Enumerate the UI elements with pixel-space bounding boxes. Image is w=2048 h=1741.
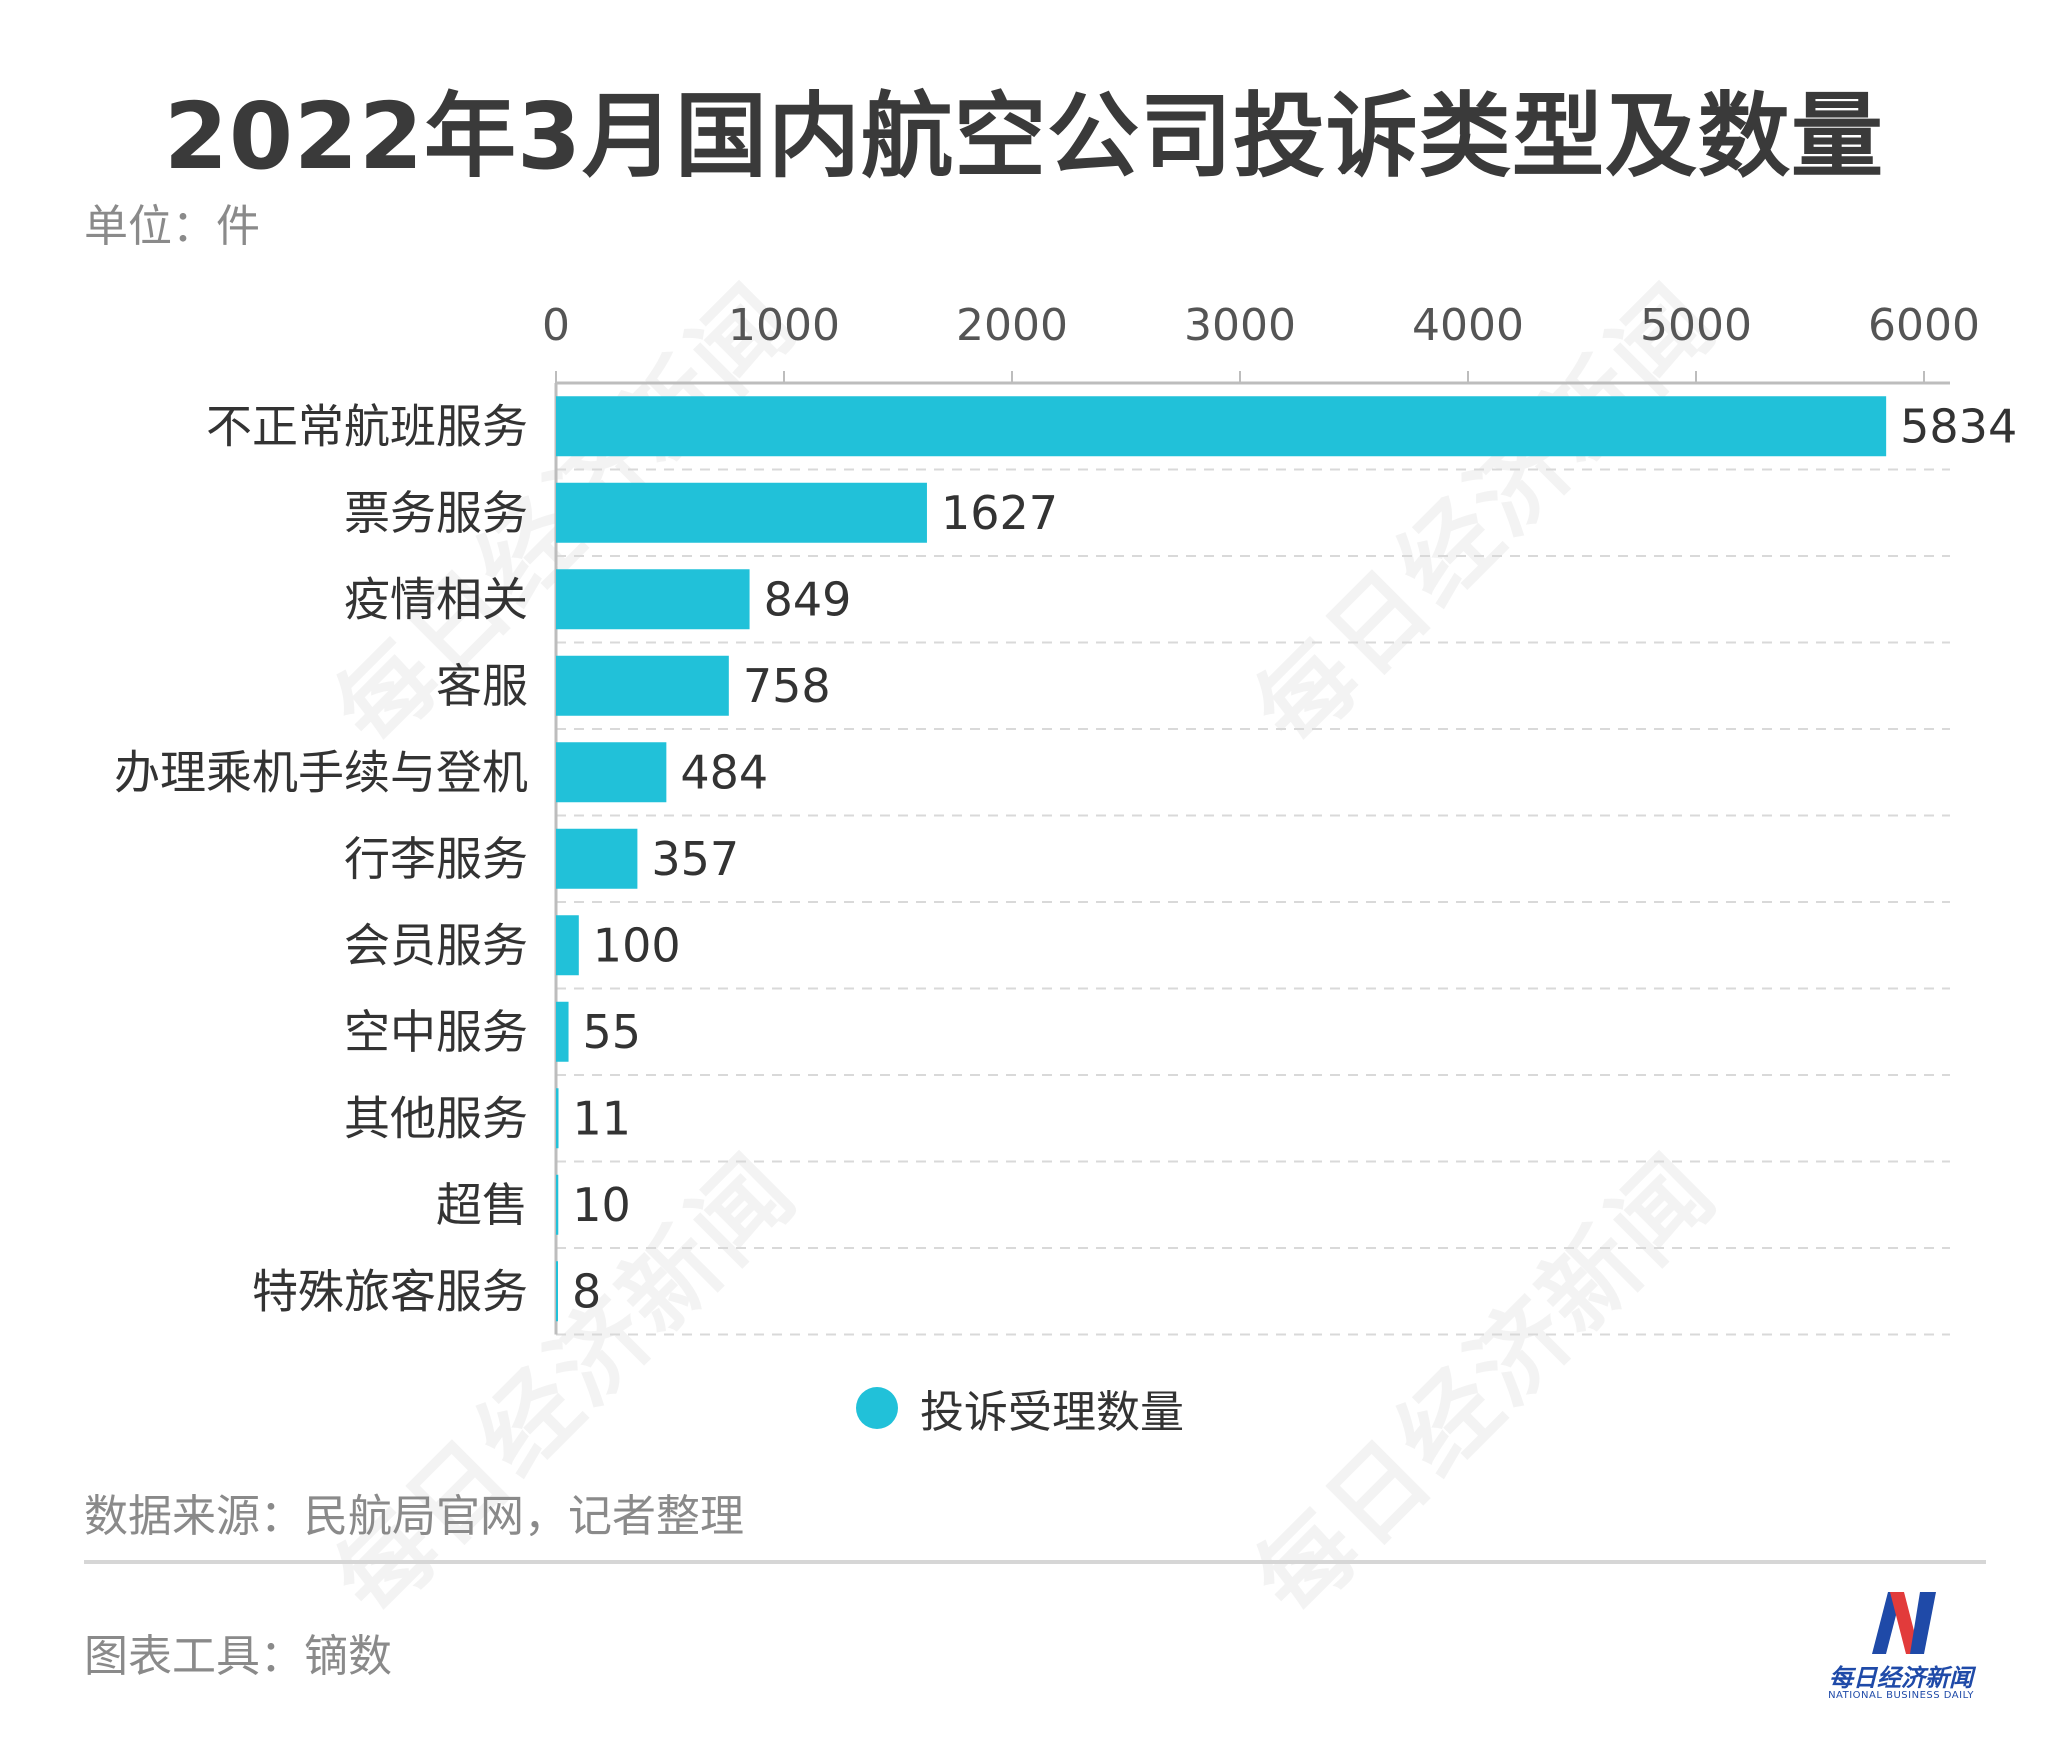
x-tick-label: 6000 [1868, 300, 1980, 351]
value-label: 100 [593, 918, 681, 972]
chart-tool-note: 图表工具：镝数 [84, 1631, 392, 1682]
bar [556, 655, 729, 716]
category-label: 疫情相关 [344, 572, 528, 626]
bar [556, 1174, 559, 1235]
category-label: 特殊旅客服务 [252, 1264, 528, 1318]
bar [556, 1001, 569, 1062]
category-label: 行李服务 [344, 832, 528, 886]
bar [556, 1088, 559, 1149]
category-label: 会员服务 [344, 918, 528, 972]
publisher-logo: 每日经济新闻 NATIONAL BUSINESS DAILY [1816, 1592, 1986, 1712]
unit-label: 单位：件 [84, 201, 260, 252]
divider [84, 1560, 1986, 1564]
data-source-note: 数据来源：民航局官网，记者整理 [84, 1491, 744, 1542]
category-label: 不正常航班服务 [206, 399, 528, 453]
logo-text-cn: 每日经济新闻 [1829, 1664, 1973, 1692]
x-tick-label: 2000 [956, 300, 1068, 351]
chart-title: 2022年3月国内航空公司投诉类型及数量 [163, 83, 1885, 190]
value-label: 1627 [941, 486, 1058, 540]
value-label: 484 [680, 745, 768, 799]
x-tick-label: 4000 [1412, 300, 1524, 351]
value-label: 11 [573, 1091, 632, 1145]
value-label: 5834 [1900, 399, 2017, 453]
bar [556, 828, 638, 889]
value-label: 758 [743, 659, 831, 713]
bar-chart: 0 1000 2000 3000 4000 5000 6000 不正常航班服务 5834 票务服务… [114, 300, 2017, 1336]
x-tick-label: 1000 [728, 300, 840, 351]
x-tick-label: 5000 [1640, 300, 1752, 351]
nbd-logo-icon [1872, 1592, 1936, 1654]
category-label: 客服 [436, 659, 528, 713]
value-label: 8 [572, 1264, 601, 1318]
value-label: 10 [572, 1178, 631, 1232]
x-tick-label: 0 [542, 300, 570, 351]
bar [556, 1261, 558, 1322]
bar [556, 742, 667, 803]
value-label: 55 [583, 1005, 642, 1059]
category-label: 超售 [436, 1178, 528, 1232]
logo-text-en: NATIONAL BUSINESS DAILY [1828, 1690, 1974, 1701]
bar [556, 396, 1887, 457]
category-label: 空中服务 [344, 1005, 528, 1059]
value-label: 357 [651, 832, 739, 886]
x-tick-label: 3000 [1184, 300, 1296, 351]
legend-label: 投诉受理数量 [920, 1387, 1184, 1438]
bar [556, 482, 927, 543]
value-label: 849 [764, 572, 852, 626]
bar [556, 915, 579, 976]
bar [556, 569, 750, 630]
category-label: 票务服务 [344, 486, 528, 540]
category-label: 办理乘机手续与登机 [114, 745, 528, 799]
category-label: 其他服务 [344, 1091, 528, 1145]
legend-swatch [856, 1387, 898, 1429]
legend: 投诉受理数量 [856, 1380, 1184, 1438]
